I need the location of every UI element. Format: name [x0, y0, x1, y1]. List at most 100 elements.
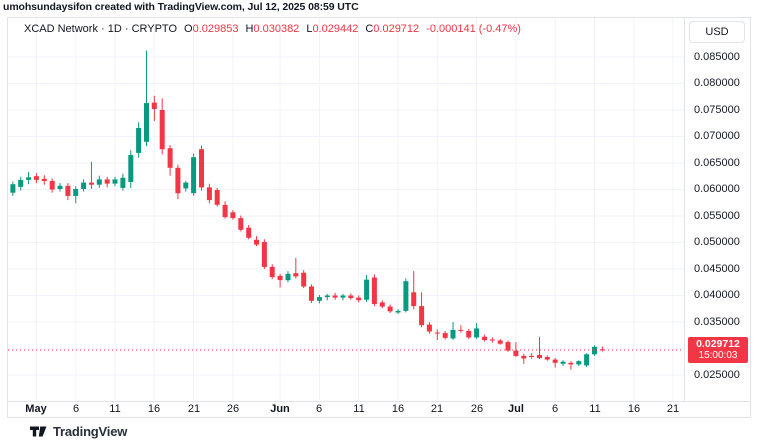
candle-body	[544, 357, 550, 360]
candle-body	[434, 332, 440, 334]
candlestick-chart[interactable]	[8, 18, 684, 401]
candle-body	[371, 277, 377, 304]
candle-body	[458, 329, 464, 331]
attribution-text: umohsundaysifon created with TradingView…	[3, 1, 359, 13]
candle-body	[206, 187, 212, 201]
candle-body	[560, 361, 566, 364]
candle-body	[49, 181, 55, 190]
ohlc-high: H 0.030382	[245, 23, 300, 35]
candle-body	[316, 297, 322, 301]
candle-body	[364, 279, 370, 300]
chart-panel: XCAD Network · 1D · CRYPTO O 0.029853 H 0.…	[7, 17, 751, 418]
ohlc-open: O 0.029853	[184, 23, 239, 35]
candle-body	[442, 333, 448, 338]
candle-body	[403, 281, 409, 311]
time-axis-label: 11	[109, 403, 121, 415]
candle-body	[89, 182, 94, 185]
candle-body	[592, 346, 597, 355]
change-value: -0.000141 (-0.47%)	[426, 23, 521, 35]
time-axis-label: 6	[72, 403, 80, 415]
candle-body	[576, 361, 582, 365]
price-axis-label: 0.040000	[694, 289, 740, 301]
time-axis-label: 16	[391, 403, 405, 415]
candle-body	[379, 302, 385, 307]
tradingview-logo-text: TradingView	[53, 424, 128, 439]
price-axis-label: 0.025000	[694, 369, 740, 381]
candle-body	[214, 190, 220, 205]
ohlc-close: C 0.029712	[365, 23, 420, 35]
time-axis-label: 11	[589, 403, 601, 415]
price-axis[interactable]: USD 0.029712 15:00:03 0.085000 0.080000 0.…	[684, 18, 750, 401]
candle-body	[167, 148, 173, 168]
candle-body	[254, 239, 259, 245]
candle-body	[57, 185, 63, 189]
last-price-label: 0.029712 15:00:03	[688, 337, 748, 363]
symbol-title[interactable]: XCAD Network · 1D · CRYPTO	[24, 23, 178, 35]
candle-body	[340, 295, 346, 298]
candle-body	[26, 177, 32, 180]
candle-body	[450, 329, 456, 339]
candle-body	[33, 176, 39, 180]
price-axis-label: 0.055000	[694, 210, 740, 222]
chart-legend[interactable]: XCAD Network · 1D · CRYPTO O 0.029853 H 0.…	[24, 23, 521, 35]
candle-body	[466, 331, 472, 338]
candle-body	[332, 295, 338, 298]
candle-body	[112, 179, 118, 184]
candle-body	[81, 182, 87, 189]
candle-body	[238, 218, 244, 230]
bar-countdown: 15:00:03	[698, 350, 738, 361]
candle-body	[537, 354, 542, 359]
price-axis-label: 0.080000	[694, 77, 740, 89]
time-axis-label: Jun	[270, 403, 290, 415]
candle-body	[183, 182, 189, 189]
candle-body	[505, 342, 511, 351]
candle-body	[285, 273, 291, 281]
candle-body	[529, 355, 535, 357]
candle-body	[246, 227, 252, 238]
candle-body	[513, 350, 519, 356]
time-axis-label: 6	[315, 403, 323, 415]
candle-body	[191, 157, 197, 194]
time-axis-label: May	[25, 403, 47, 415]
candle-body	[104, 179, 110, 184]
candle-body	[144, 103, 149, 142]
time-axis-label: 21	[430, 403, 444, 415]
candle-body	[230, 212, 236, 219]
candle-body	[136, 128, 142, 153]
candle-body	[348, 295, 354, 299]
candle-body	[41, 178, 47, 181]
time-axis-label: 26	[470, 403, 484, 415]
time-axis-label: 26	[226, 403, 240, 415]
candle-body	[128, 155, 134, 182]
candle-body	[474, 328, 480, 338]
candle-body	[199, 149, 204, 188]
price-axis-label: 0.085000	[694, 51, 740, 63]
candle-body	[419, 306, 425, 326]
time-axis-label: Jul	[508, 403, 524, 415]
candle-body	[277, 275, 283, 281]
price-axis-label: 0.050000	[694, 236, 740, 248]
time-axis-label: 16	[147, 403, 161, 415]
tradingview-logo[interactable]: TradingView	[30, 424, 127, 439]
tradingview-logo-icon	[30, 426, 47, 437]
candle-body	[73, 189, 79, 196]
time-axis-label: 16	[627, 403, 641, 415]
time-axis-label: 11	[353, 403, 365, 415]
candle-body	[552, 359, 558, 363]
price-axis-label: 0.060000	[694, 183, 740, 195]
candle-body	[18, 180, 24, 187]
candle-body	[387, 306, 393, 312]
candle-body	[497, 340, 503, 344]
candle-body	[10, 184, 16, 193]
candle-body	[120, 177, 126, 188]
ohlc-low: L 0.029442	[306, 23, 359, 35]
price-axis-label: 0.075000	[694, 104, 740, 116]
candle-body	[489, 339, 495, 341]
time-axis[interactable]: May 6 11 16 21 26 Jun 6 11 16 21 26 Jul 6 11 16 21	[8, 401, 750, 417]
price-axis-label: 0.045000	[694, 263, 740, 275]
candle-body	[521, 355, 527, 359]
time-axis-label: 21	[187, 403, 201, 415]
time-axis-label: 6	[551, 403, 559, 415]
currency-toggle-button[interactable]: USD	[689, 21, 745, 43]
candle-body	[159, 110, 165, 150]
